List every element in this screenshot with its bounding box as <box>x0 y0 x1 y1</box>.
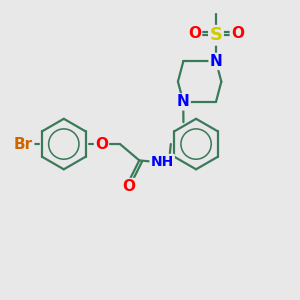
Text: S: S <box>209 26 223 44</box>
Text: O: O <box>122 179 135 194</box>
Text: N: N <box>210 54 222 69</box>
Text: NH: NH <box>151 155 174 169</box>
Text: O: O <box>188 26 201 41</box>
Text: O: O <box>231 26 244 41</box>
Text: N: N <box>177 94 190 109</box>
Text: O: O <box>95 136 108 152</box>
Text: Br: Br <box>14 136 33 152</box>
